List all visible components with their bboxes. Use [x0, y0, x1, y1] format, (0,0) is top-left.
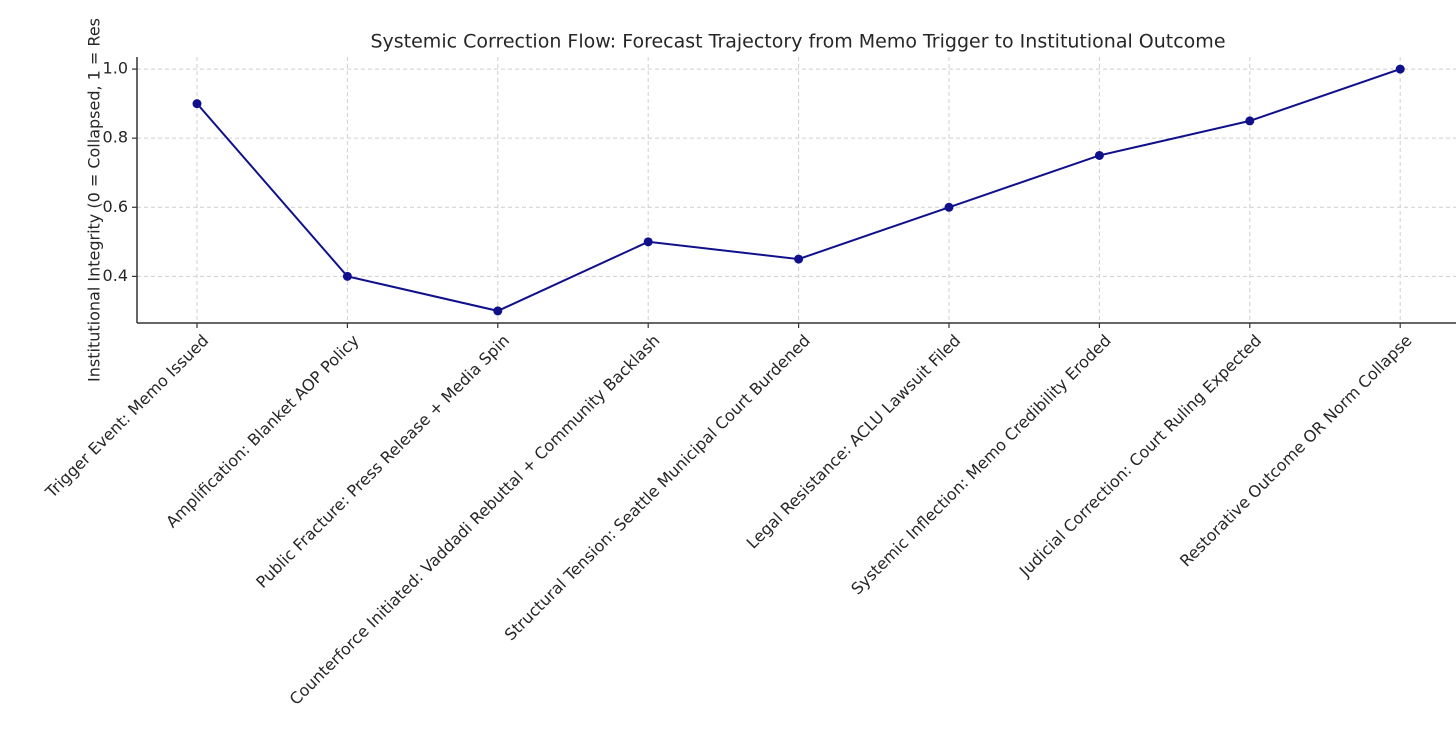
data-point [1395, 64, 1405, 74]
data-point [192, 99, 202, 109]
y-tick-label: 1.0 [103, 59, 128, 78]
data-point [643, 237, 653, 247]
y-tick-label: 0.8 [103, 128, 128, 147]
data-point [342, 271, 352, 281]
data-point [1245, 116, 1255, 126]
x-tick-label: Counterforce Initiated: Vaddadi Rebuttal… [286, 331, 664, 709]
chart-title: Systemic Correction Flow: Forecast Traje… [370, 31, 1225, 53]
y-tick-label: 0.4 [103, 266, 128, 285]
data-point [493, 306, 503, 316]
y-axis-label: Institutional Integrity (0 = Collapsed, … [85, 18, 104, 382]
x-tick-label: Public Fracture: Press Release + Media S… [252, 331, 513, 592]
x-tick-label: Systemic Inflection: Memo Credibility Er… [847, 331, 1114, 598]
x-tick-label: Trigger Event: Memo Issued [41, 331, 212, 502]
data-point [944, 202, 954, 212]
y-tick-label: 0.6 [103, 197, 128, 216]
x-tick-label: Judicial Correction: Court Ruling Expect… [1015, 331, 1265, 581]
x-tick-label: Restorative Outcome OR Norm Collapse [1176, 331, 1416, 571]
x-tick-label: Structural Tension: Seattle Municipal Co… [501, 331, 814, 644]
data-point [794, 254, 804, 264]
data-point [1094, 150, 1104, 160]
